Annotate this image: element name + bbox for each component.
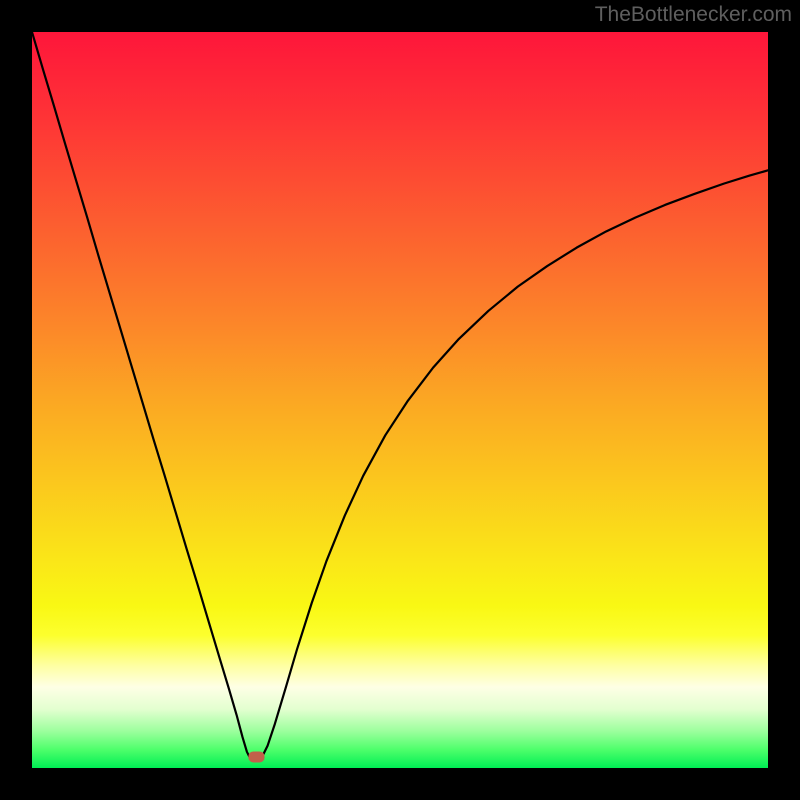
watermark-text: TheBottlenecker.com — [595, 3, 792, 27]
min-marker — [248, 751, 264, 762]
chart-container: TheBottlenecker.com — [0, 0, 800, 800]
bottleneck-chart — [0, 0, 800, 800]
